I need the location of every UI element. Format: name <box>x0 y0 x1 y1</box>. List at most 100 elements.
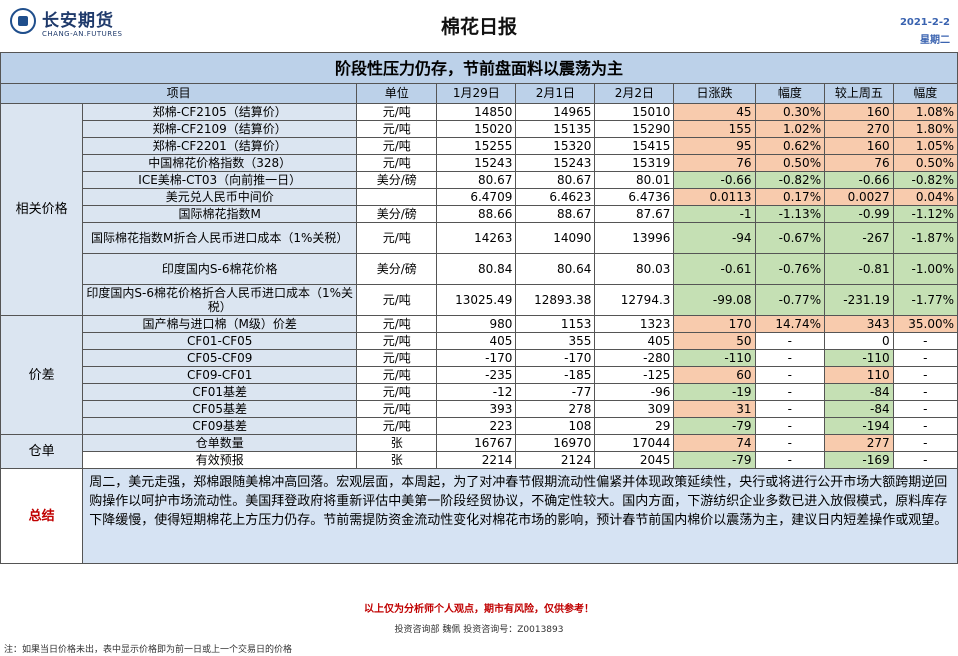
col-header-daily-pct: 幅度 <box>754 83 826 104</box>
row-unit: 元/吨 <box>356 103 438 121</box>
row-unit: 元/吨 <box>356 315 438 333</box>
row-wk: -194 <box>824 417 894 435</box>
row-d3: 29 <box>594 417 675 435</box>
col-header-d2: 2月1日 <box>515 83 596 104</box>
row-pct: 0.17% <box>754 188 826 206</box>
row-d1: 6.4709 <box>436 188 517 206</box>
row-d1: 15020 <box>436 120 517 138</box>
row-d2: 6.4623 <box>515 188 596 206</box>
row-d1: -235 <box>436 366 517 384</box>
row-wkpct: - <box>892 332 958 350</box>
row-d3: 17044 <box>594 434 675 452</box>
table-row: CF09基差 元/吨 223 108 29 -79 - -194 - <box>1 417 958 435</box>
date-text: 2021-2-2 <box>899 17 950 28</box>
report-title: 棉花日报 <box>440 16 517 38</box>
row-d3: 13996 <box>594 222 675 254</box>
row-wk: 0.0027 <box>824 188 894 206</box>
row-pct: - <box>754 383 826 401</box>
table-row: CF05-CF09 元/吨 -170 -170 -280 -110 - -110… <box>1 349 958 367</box>
row-d2: 1153 <box>515 315 596 333</box>
row-wkpct: - <box>892 400 958 418</box>
row-unit: 元/吨 <box>356 349 438 367</box>
company-logo: 长安期货 CHANG-AN.FUTURES <box>10 4 130 44</box>
row-wk: 277 <box>824 434 894 452</box>
row-wkpct: - <box>892 417 958 435</box>
row-unit: 张 <box>356 451 438 469</box>
row-wkpct: -1.12% <box>892 205 958 223</box>
row-unit: 美分/磅 <box>356 253 438 285</box>
row-d3: -125 <box>594 366 675 384</box>
row-unit: 元/吨 <box>356 417 438 435</box>
row-pct: - <box>754 451 826 469</box>
row-item: CF05-CF09 <box>82 349 358 367</box>
row-chg: 74 <box>673 434 756 452</box>
row-item: 郑棉-CF2201（结算价） <box>82 137 358 155</box>
row-wk: -267 <box>824 222 894 254</box>
row-d1: 14850 <box>436 103 517 121</box>
row-d2: -185 <box>515 366 596 384</box>
row-chg: 50 <box>673 332 756 350</box>
row-chg: 0.0113 <box>673 188 756 206</box>
report-header: 长安期货 CHANG-AN.FUTURES 棉花日报 2021-2-2 星期二 <box>0 0 958 52</box>
col-header-unit: 单位 <box>356 83 438 104</box>
row-d3: 15319 <box>594 154 675 172</box>
row-d2: 80.64 <box>515 253 596 285</box>
row-chg: -110 <box>673 349 756 367</box>
row-d3: 405 <box>594 332 675 350</box>
table-row: CF09-CF01 元/吨 -235 -185 -125 60 - 110 - <box>1 366 958 384</box>
row-chg: -99.08 <box>673 284 756 316</box>
row-d1: 15243 <box>436 154 517 172</box>
row-pct: 0.30% <box>754 103 826 121</box>
row-item: 郑棉-CF2109（结算价） <box>82 120 358 138</box>
row-wk: 76 <box>824 154 894 172</box>
row-chg: -94 <box>673 222 756 254</box>
row-d1: 2214 <box>436 451 517 469</box>
row-d1: 15255 <box>436 137 517 155</box>
col-header-daily-change: 日涨跌 <box>673 83 756 104</box>
col-header-item: 项目 <box>0 83 358 104</box>
row-unit: 元/吨 <box>356 400 438 418</box>
row-d3: 15290 <box>594 120 675 138</box>
row-chg: -1 <box>673 205 756 223</box>
row-wkpct: 1.08% <box>892 103 958 121</box>
col-header-d1: 1月29日 <box>436 83 517 104</box>
row-d1: 223 <box>436 417 517 435</box>
row-d2: 355 <box>515 332 596 350</box>
row-item: 印度国内S-6棉花价格折合人民币进口成本（1%关税） <box>82 284 358 316</box>
row-d3: -96 <box>594 383 675 401</box>
row-pct: -0.76% <box>754 253 826 285</box>
group-label-warehouse: 仓单 <box>0 434 84 469</box>
row-unit: 元/吨 <box>356 137 438 155</box>
row-wkpct: - <box>892 366 958 384</box>
row-item: CF01基差 <box>82 383 358 401</box>
row-item: ICE美棉-CT03（向前推一日） <box>82 171 358 189</box>
row-chg: 155 <box>673 120 756 138</box>
row-d3: 6.4736 <box>594 188 675 206</box>
weekday-text: 星期二 <box>920 35 950 46</box>
row-d3: 12794.3 <box>594 284 675 316</box>
row-chg: 170 <box>673 315 756 333</box>
row-wkpct: 35.00% <box>892 315 958 333</box>
summary-text: 周二，美元走强，郑棉跟随美棉冲高回落。宏观层面，本周起，为了对冲春节假期流动性偏… <box>82 468 958 564</box>
column-header-row: 项目 单位 1月29日 2月1日 2月2日 日涨跌 幅度 较上周五 幅度 <box>0 83 958 104</box>
row-d3: -280 <box>594 349 675 367</box>
row-d1: 13025.49 <box>436 284 517 316</box>
contact-info: 投资咨询部 魏佩 投资咨询号：Z0013893 <box>394 625 564 635</box>
row-wkpct: -1.87% <box>892 222 958 254</box>
row-unit: 元/吨 <box>356 366 438 384</box>
row-unit: 元/吨 <box>356 222 438 254</box>
row-wk: -84 <box>824 400 894 418</box>
report-subtitle: 阶段性压力仍存，节前盘面料以震荡为主 <box>0 52 958 84</box>
row-pct: - <box>754 366 826 384</box>
col-header-weekly-pct: 幅度 <box>892 83 958 104</box>
company-name-en: CHANG-AN.FUTURES <box>42 30 123 38</box>
group-label-spread: 价差 <box>0 315 84 435</box>
row-pct: - <box>754 400 826 418</box>
table-row: CF01基差 元/吨 -12 -77 -96 -19 - -84 - <box>1 383 958 401</box>
row-wkpct: -1.00% <box>892 253 958 285</box>
row-item: CF09-CF01 <box>82 366 358 384</box>
row-d3: 1323 <box>594 315 675 333</box>
row-chg: 45 <box>673 103 756 121</box>
row-chg: 60 <box>673 366 756 384</box>
row-wk: -0.81 <box>824 253 894 285</box>
